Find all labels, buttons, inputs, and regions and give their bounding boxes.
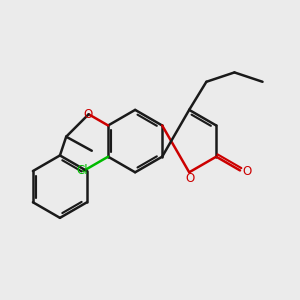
Text: O: O [83,108,93,121]
Text: Cl: Cl [76,164,88,177]
Text: O: O [185,172,195,185]
Text: O: O [242,164,251,178]
